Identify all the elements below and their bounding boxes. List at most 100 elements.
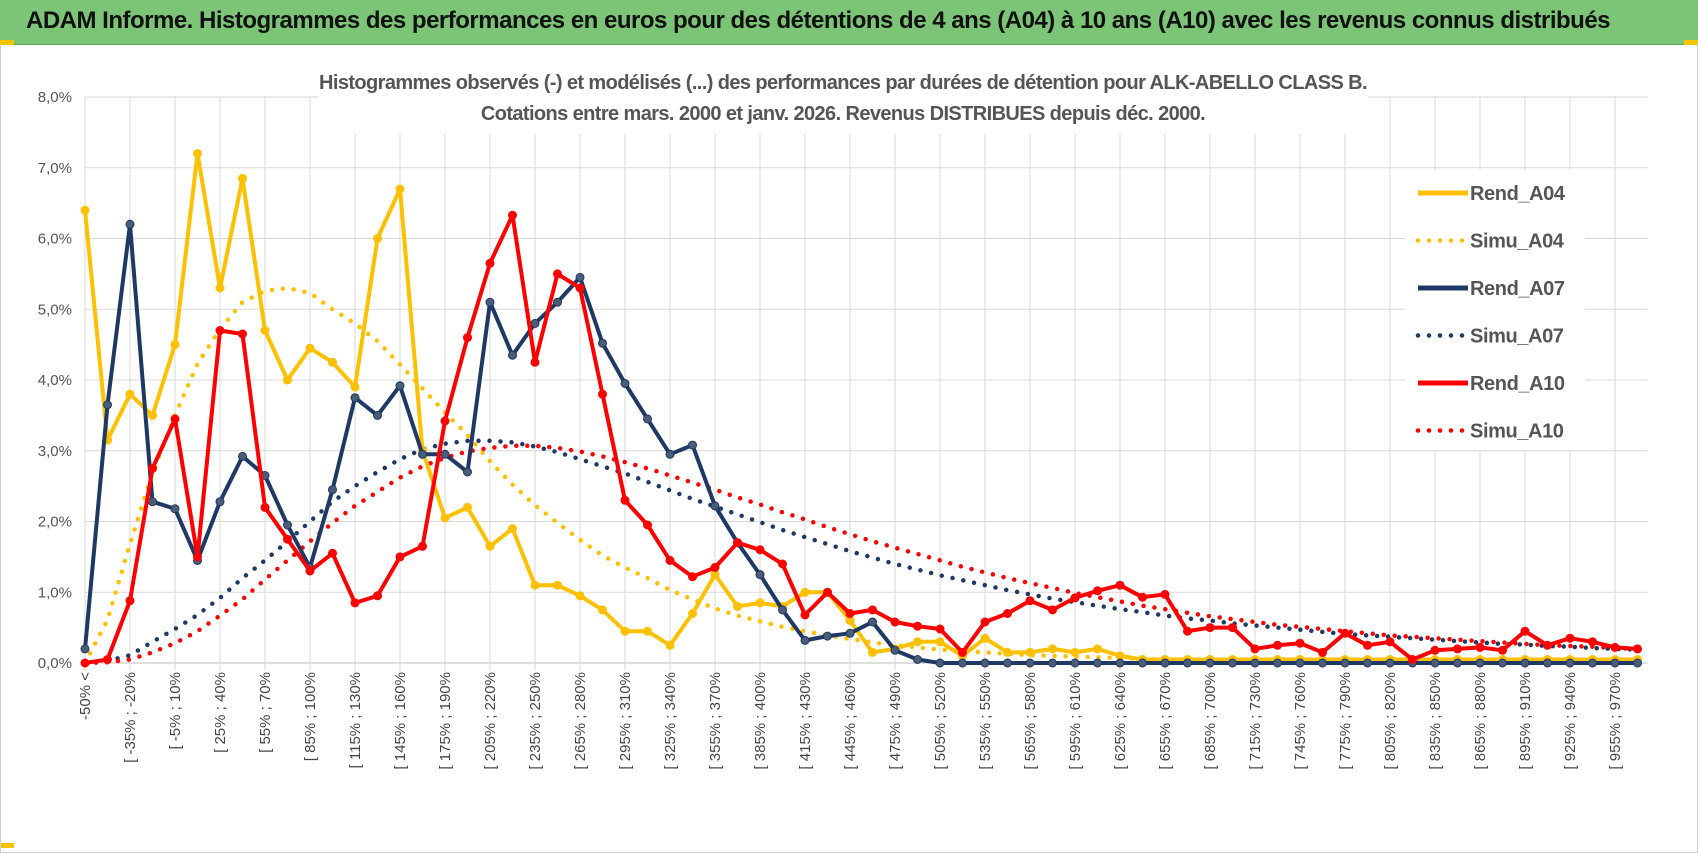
data-point-Rend_A04	[688, 609, 697, 618]
x-tick-label: [ 55% ; 70%	[257, 672, 274, 753]
data-point-Rend_A10	[395, 552, 405, 562]
data-point-Rend_A10	[125, 596, 135, 606]
data-point-Rend_A04	[193, 149, 202, 159]
x-tick-label: [ 175% ; 190%	[437, 672, 454, 770]
data-point-Rend_A04	[598, 605, 607, 615]
data-point-Rend_A07	[283, 520, 292, 530]
data-point-Rend_A07	[1475, 658, 1485, 668]
x-tick-label: [ 655% ; 670%	[1157, 672, 1174, 770]
data-point-Rend_A10	[643, 520, 652, 530]
data-point-Rend_A10	[553, 269, 562, 279]
data-point-Rend_A07	[1003, 658, 1012, 668]
data-point-Rend_A07	[890, 645, 900, 655]
x-tick-label: [ 235% ; 250%	[527, 672, 544, 770]
data-point-Rend_A04	[440, 513, 450, 523]
data-point-Rend_A04	[1048, 644, 1057, 654]
data-point-Rend_A07	[215, 497, 225, 507]
x-tick-label: [ 625% ; 640%	[1112, 672, 1129, 770]
x-tick-label: [ 85% ; 100%	[302, 672, 319, 761]
data-point-Rend_A10	[800, 610, 810, 620]
series-Rend_A10	[80, 210, 1642, 668]
data-point-Rend_A10	[193, 552, 202, 562]
y-tick-label: 3,0%	[38, 443, 72, 460]
data-point-Rend_A07	[1385, 658, 1395, 668]
data-point-Rend_A10	[260, 502, 270, 512]
legend-label-Simu_A10: Simu_A10	[1470, 421, 1564, 443]
data-point-Rend_A10	[1520, 626, 1530, 636]
data-point-Rend_A07	[1273, 658, 1282, 668]
x-tick-label: [ -5% ; 10%	[167, 672, 184, 750]
data-point-Rend_A07	[643, 414, 652, 424]
data-point-Rend_A10	[980, 617, 990, 627]
y-tick-label: 5,0%	[38, 301, 72, 318]
data-point-Rend_A10	[418, 541, 427, 551]
data-point-Rend_A10	[823, 587, 832, 597]
data-point-Rend_A10	[170, 414, 180, 424]
legend-label-Simu_A07: Simu_A07	[1470, 326, 1564, 348]
x-tick-label: -50% <	[77, 672, 94, 720]
x-tick-label: [ 295% ; 310%	[617, 672, 634, 770]
data-point-Rend_A10	[935, 624, 945, 634]
data-point-Rend_A07	[778, 605, 787, 615]
data-point-Rend_A04	[373, 234, 382, 243]
data-point-Rend_A10	[913, 621, 922, 631]
data-point-Rend_A10	[1183, 626, 1192, 636]
data-point-Rend_A04	[800, 587, 810, 597]
data-point-Rend_A10	[1565, 633, 1575, 643]
x-tick-label: [ 145% ; 160%	[392, 672, 409, 770]
data-point-Rend_A04	[643, 626, 652, 636]
data-point-Rend_A10	[1273, 640, 1282, 650]
data-point-Rend_A10	[1205, 623, 1215, 633]
data-point-Rend_A10	[463, 333, 472, 343]
x-tick-label: [ 445% ; 460%	[842, 672, 859, 770]
data-point-Rend_A04	[1070, 647, 1080, 657]
corner-mark-bottom-left	[0, 843, 14, 848]
data-point-Rend_A04	[980, 633, 990, 643]
data-point-Rend_A10	[733, 538, 742, 548]
data-point-Rend_A10	[1138, 592, 1147, 602]
data-point-Rend_A07	[1633, 658, 1642, 668]
data-point-Rend_A10	[620, 495, 630, 505]
x-tick-label: [ 685% ; 700%	[1202, 672, 1219, 770]
x-tick-label: [ 775% ; 790%	[1337, 672, 1354, 770]
series-line-Rend_A04	[83, 151, 1640, 662]
data-point-Rend_A10	[283, 534, 292, 544]
data-point-Rend_A10	[1093, 586, 1102, 596]
data-point-Rend_A10	[778, 559, 787, 569]
data-point-Rend_A10	[1430, 645, 1440, 655]
chart-title-line-2: Cotations entre mars. 2000 et janv. 2026…	[481, 103, 1205, 125]
y-tick-label: 4,0%	[38, 372, 72, 389]
data-point-Rend_A10	[1543, 640, 1552, 650]
data-point-Rend_A07	[1115, 658, 1125, 668]
data-point-Rend_A07	[1295, 658, 1305, 668]
corner-mark-top-right	[1684, 40, 1698, 45]
data-point-Rend_A04	[170, 340, 180, 350]
data-point-Rend_A07	[373, 410, 382, 420]
series-Simu_A07	[82, 438, 1640, 666]
data-point-Rend_A07	[1025, 658, 1035, 668]
data-point-Rend_A07	[1093, 658, 1102, 668]
data-point-Rend_A07	[1520, 658, 1530, 668]
data-point-Rend_A10	[1610, 642, 1620, 652]
data-point-Rend_A04	[463, 502, 472, 512]
data-point-Rend_A10	[1588, 637, 1597, 647]
data-point-Rend_A10	[373, 591, 382, 601]
data-point-Rend_A07	[1340, 658, 1350, 668]
data-point-Rend_A07	[823, 631, 832, 641]
data-point-Rend_A10	[1160, 589, 1170, 599]
data-point-Rend_A07	[80, 644, 90, 654]
y-tick-label: 7,0%	[38, 160, 72, 177]
data-point-Rend_A04	[868, 647, 877, 657]
data-point-Rend_A07	[170, 504, 180, 514]
data-point-Rend_A04	[350, 382, 360, 392]
x-tick-label: [ 265% ; 280%	[572, 672, 589, 770]
data-point-Rend_A07	[1138, 658, 1147, 668]
data-point-Rend_A04	[305, 343, 315, 353]
data-point-Rend_A04	[755, 598, 765, 608]
data-point-Rend_A07	[800, 635, 810, 645]
data-point-Rend_A10	[890, 617, 900, 627]
x-tick-label: [ 565% ; 580%	[1022, 672, 1039, 770]
x-axis-ticks: -50% < [ -35% ; -20% [ -5% ; 10% [ 25% ; 40…	[77, 672, 1624, 770]
data-point-Rend_A07	[1183, 658, 1192, 668]
